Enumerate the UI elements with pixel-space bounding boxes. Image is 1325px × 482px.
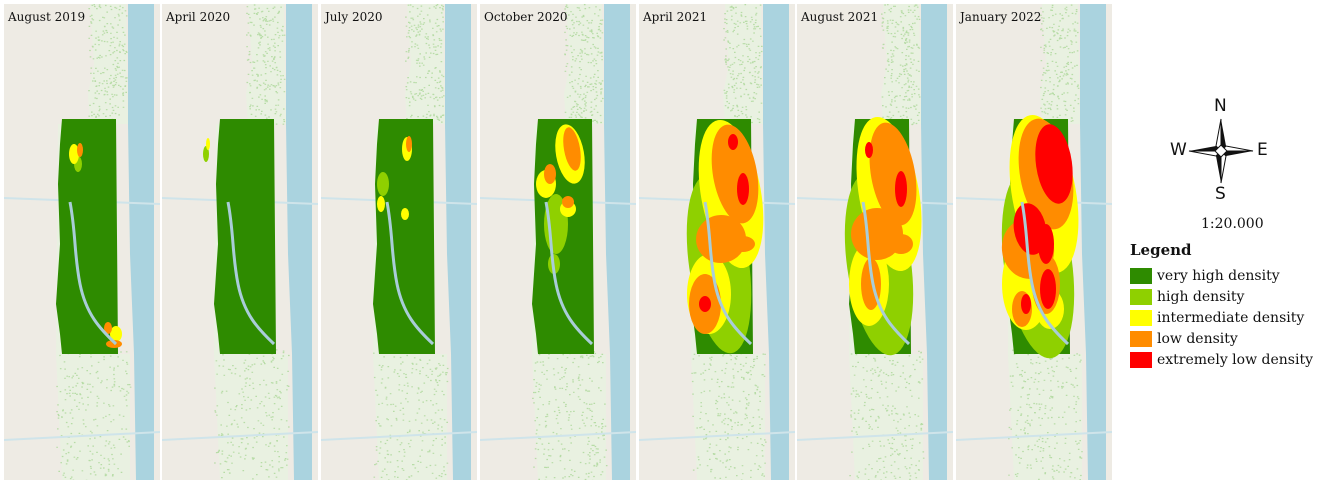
legend-swatch — [1130, 351, 1152, 368]
panel-date-label: August 2021 — [801, 10, 879, 24]
legend-items: very high density high density intermediat… — [1130, 265, 1313, 370]
panel-date-label: April 2020 — [166, 10, 231, 24]
legend: Legend very high density high density inte… — [1130, 241, 1313, 370]
map-image — [321, 4, 477, 480]
map-panel: July 2020 — [321, 4, 477, 480]
map-image — [162, 4, 318, 480]
compass-west: W — [1170, 140, 1187, 160]
legend-swatch — [1130, 267, 1152, 284]
legend-item: intermediate density — [1130, 307, 1313, 328]
panel-date-label: October 2020 — [484, 10, 568, 24]
legend-item: low density — [1130, 328, 1313, 349]
compass-north: N — [1214, 96, 1227, 116]
map-image — [956, 4, 1112, 480]
legend-label: high density — [1157, 288, 1245, 305]
map-panel: August 2021 — [797, 4, 953, 480]
panel-date-label: August 2019 — [8, 10, 86, 24]
legend-swatch — [1130, 309, 1152, 326]
compass-east: E — [1257, 140, 1268, 160]
map-panel: October 2020 — [480, 4, 636, 480]
map-image — [4, 4, 160, 480]
compass-rose: N S E W — [1166, 96, 1276, 206]
map-panel: April 2021 — [639, 4, 795, 480]
legend-label: intermediate density — [1157, 309, 1305, 326]
legend-label: low density — [1157, 330, 1238, 347]
legend-swatch — [1130, 330, 1152, 347]
panel-date-label: January 2022 — [960, 10, 1042, 24]
map-panels: August 2019 April 2020 July 2020 October 20… — [4, 4, 1112, 480]
legend-label: extremely low density — [1157, 351, 1313, 368]
map-image — [797, 4, 953, 480]
map-image — [480, 4, 636, 480]
panel-date-label: April 2021 — [643, 10, 708, 24]
compass-icon — [1188, 118, 1254, 184]
map-image — [639, 4, 795, 480]
legend-swatch — [1130, 288, 1152, 305]
legend-item: very high density — [1130, 265, 1313, 286]
compass-south: S — [1215, 184, 1226, 204]
legend-title: Legend — [1130, 241, 1192, 259]
scale-label: 1:20.000 — [1201, 216, 1264, 232]
map-panel: January 2022 — [956, 4, 1112, 480]
map-panel: August 2019 — [4, 4, 160, 480]
panel-date-label: July 2020 — [325, 10, 383, 24]
legend-item: high density — [1130, 286, 1313, 307]
map-panel: April 2020 — [162, 4, 318, 480]
legend-label: very high density — [1157, 267, 1280, 284]
legend-item: extremely low density — [1130, 349, 1313, 370]
